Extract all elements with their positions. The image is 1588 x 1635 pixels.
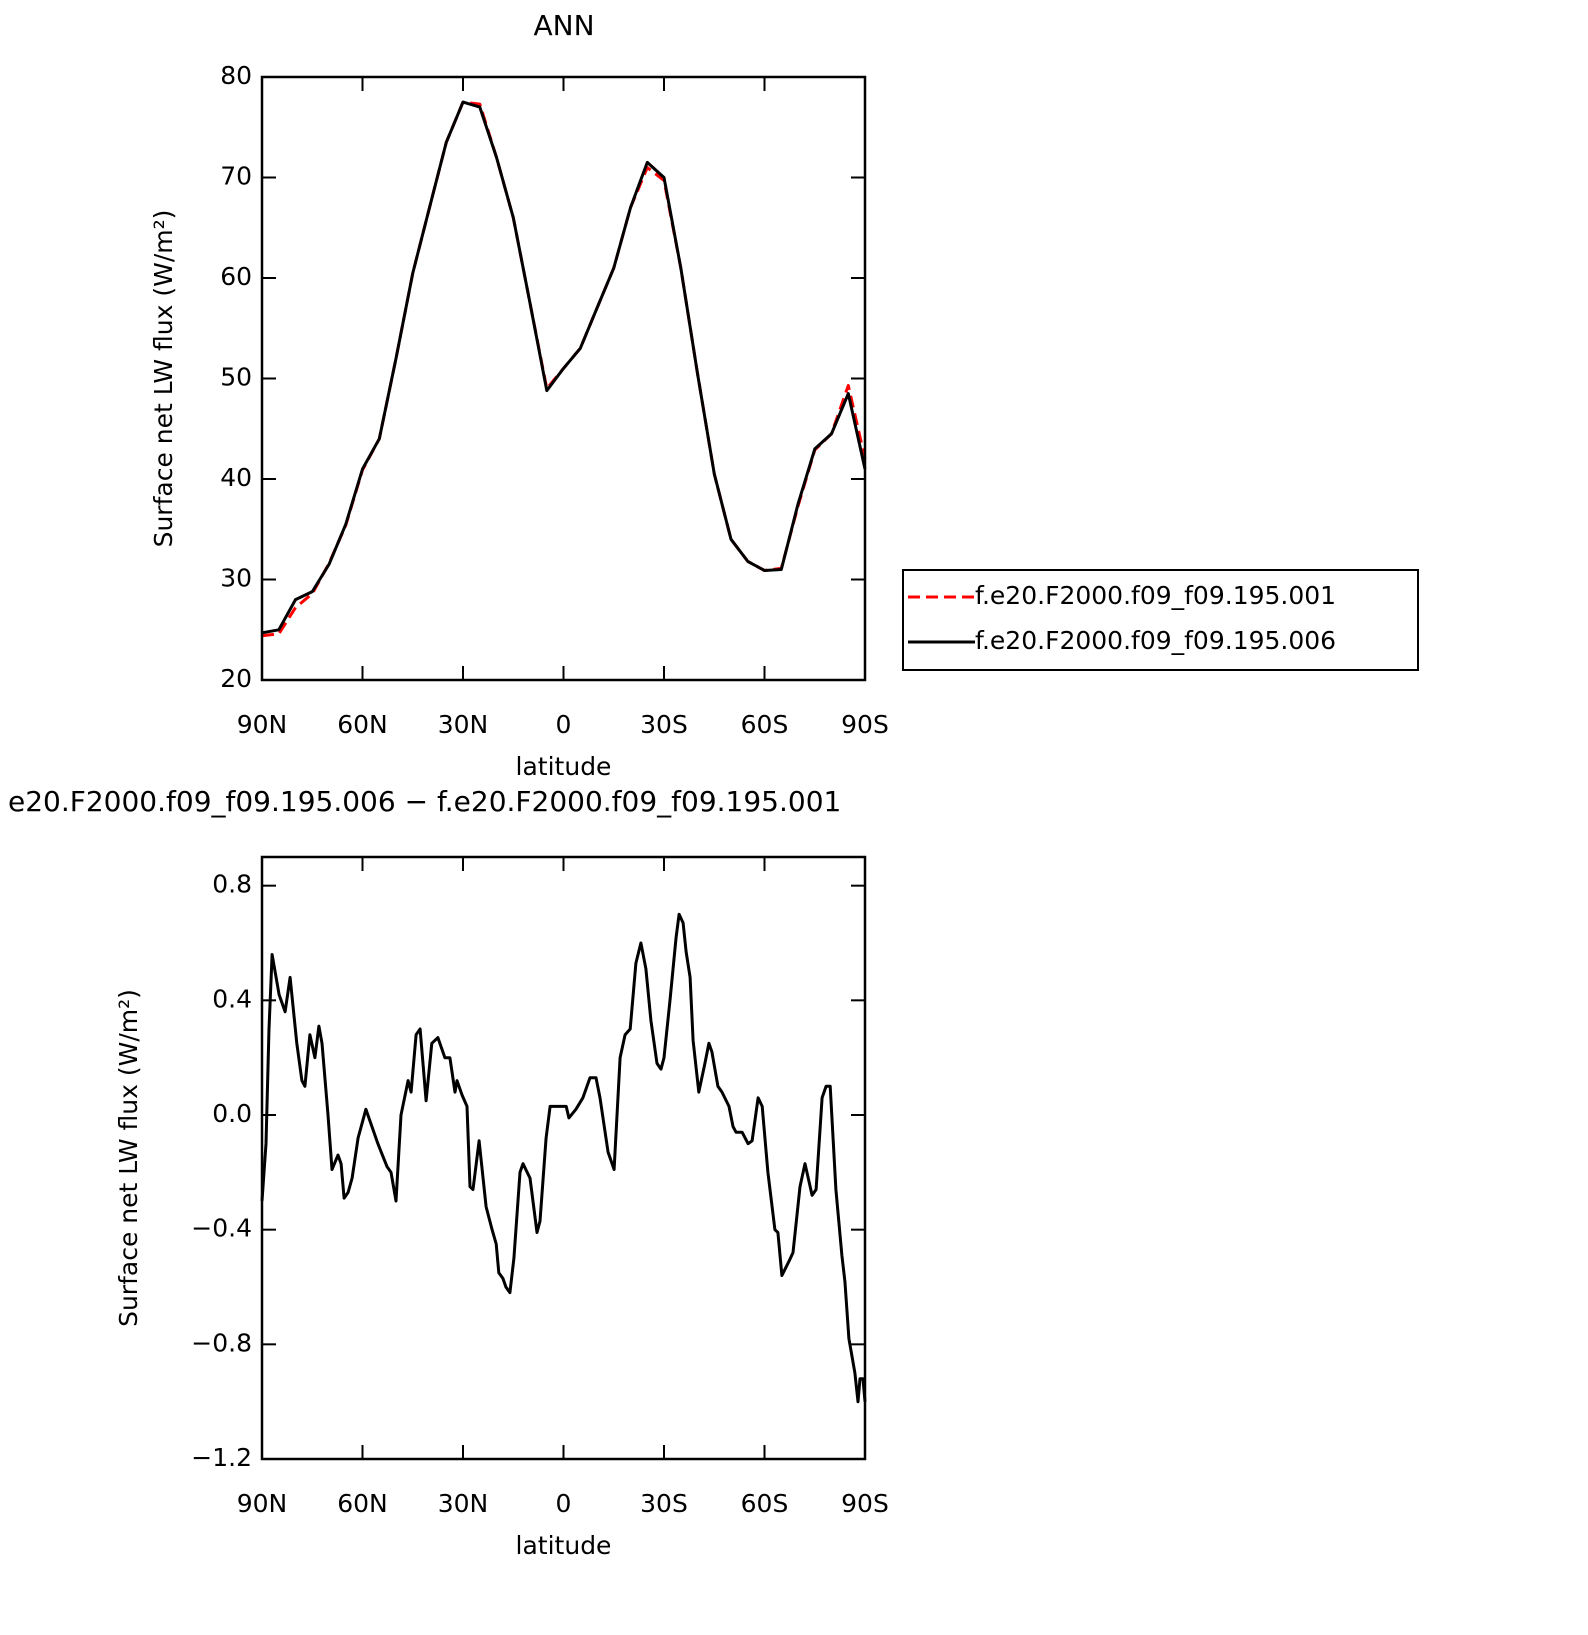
x-tick-label: 30S	[640, 710, 688, 739]
y-tick-label: 80	[220, 61, 252, 90]
y-tick-label: 30	[220, 564, 252, 593]
x-tick-label: 30S	[640, 1489, 688, 1518]
legend-label: f.e20.F2000.f09_f09.195.006	[975, 626, 1336, 655]
plot-frame	[260, 75, 867, 682]
x-tick-label: 60S	[741, 710, 789, 739]
legend-box	[902, 569, 1419, 671]
x-tick-label: 30N	[438, 710, 489, 739]
y-tick-label: 60	[220, 262, 252, 291]
chart-title: ANN	[533, 9, 594, 42]
legend-label: f.e20.F2000.f09_f09.195.001	[975, 581, 1336, 610]
y-tick-label: 20	[220, 664, 252, 693]
chart-title: e20.F2000.f09_f09.195.006 − f.e20.F2000.…	[8, 785, 841, 818]
data-line	[261, 100, 867, 635]
x-tick-label: 60N	[337, 710, 388, 739]
y-tick-label: 0.4	[212, 984, 252, 1013]
x-tick-label: 90S	[841, 710, 889, 739]
x-tick-label: 60N	[337, 1489, 388, 1518]
x-tick-label: 90N	[237, 710, 288, 739]
x-tick-label: 0	[556, 710, 572, 739]
y-tick-label: 70	[220, 162, 252, 191]
y-axis-label: Surface net LW flux (W/m²)	[114, 989, 143, 1327]
x-tick-label: 90S	[841, 1489, 889, 1518]
x-tick-label: 60S	[741, 1489, 789, 1518]
y-tick-label: 0.8	[212, 870, 252, 899]
x-axis-label: latitude	[516, 752, 612, 781]
y-tick-label: 0.0	[212, 1099, 252, 1128]
x-axis-label: latitude	[516, 1531, 612, 1560]
x-tick-label: 0	[556, 1489, 572, 1518]
data-line	[260, 912, 867, 1404]
y-tick-label: 50	[220, 363, 252, 392]
plot-frame	[260, 855, 867, 1461]
y-tick-label: −1.2	[191, 1443, 252, 1472]
y-tick-label: −0.8	[191, 1328, 252, 1357]
y-axis-label: Surface net LW flux (W/m²)	[149, 210, 178, 548]
x-tick-label: 30N	[438, 1489, 489, 1518]
y-tick-label: −0.4	[191, 1214, 252, 1243]
x-tick-label: 90N	[237, 1489, 288, 1518]
y-tick-label: 40	[220, 463, 252, 492]
